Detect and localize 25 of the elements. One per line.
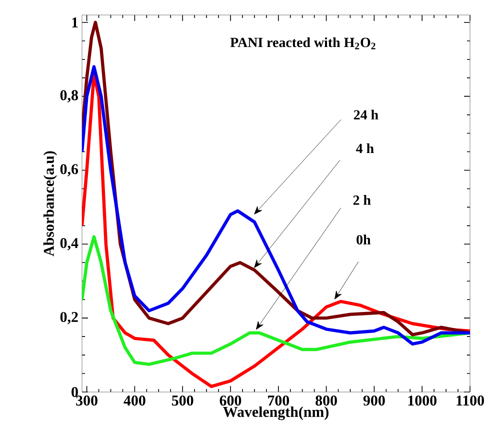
y-tick-label: 0,8 [60,90,78,102]
annotation: 4 h [356,143,374,154]
y-tick-label: 0,4 [60,238,78,250]
x-axis-title: Wavelength(nm) [223,406,328,420]
y-tick-label: 0 [72,386,78,398]
x-tick-label: 700 [268,396,290,406]
x-tick-label: 1000 [408,396,436,406]
annotation: 24 h [354,110,378,120]
line-series [82,235,470,366]
x-tick-label: 400 [124,396,146,406]
y-axis-title: Absorbance(a.u) [43,151,57,256]
y-tick-label: 0,2 [60,312,78,324]
text: PANI reacted with H$_{2}$O$_{2}$ [230,37,376,50]
annotation: 0h [356,234,371,245]
annotation: 2 h [353,195,371,205]
line-series [82,65,470,346]
x-tick-label: 900 [363,396,385,406]
y-tick-label: 0,6 [60,164,78,176]
line-series [82,72,470,388]
x-tick-label: 1100 [456,396,484,406]
y-tick-label: 1 [72,17,78,28]
x-tick-label: 600 [220,396,242,406]
x-tick-label: 500 [172,396,194,406]
x-tick-label: 800 [316,396,337,406]
x-tick-label: 300 [76,396,98,406]
